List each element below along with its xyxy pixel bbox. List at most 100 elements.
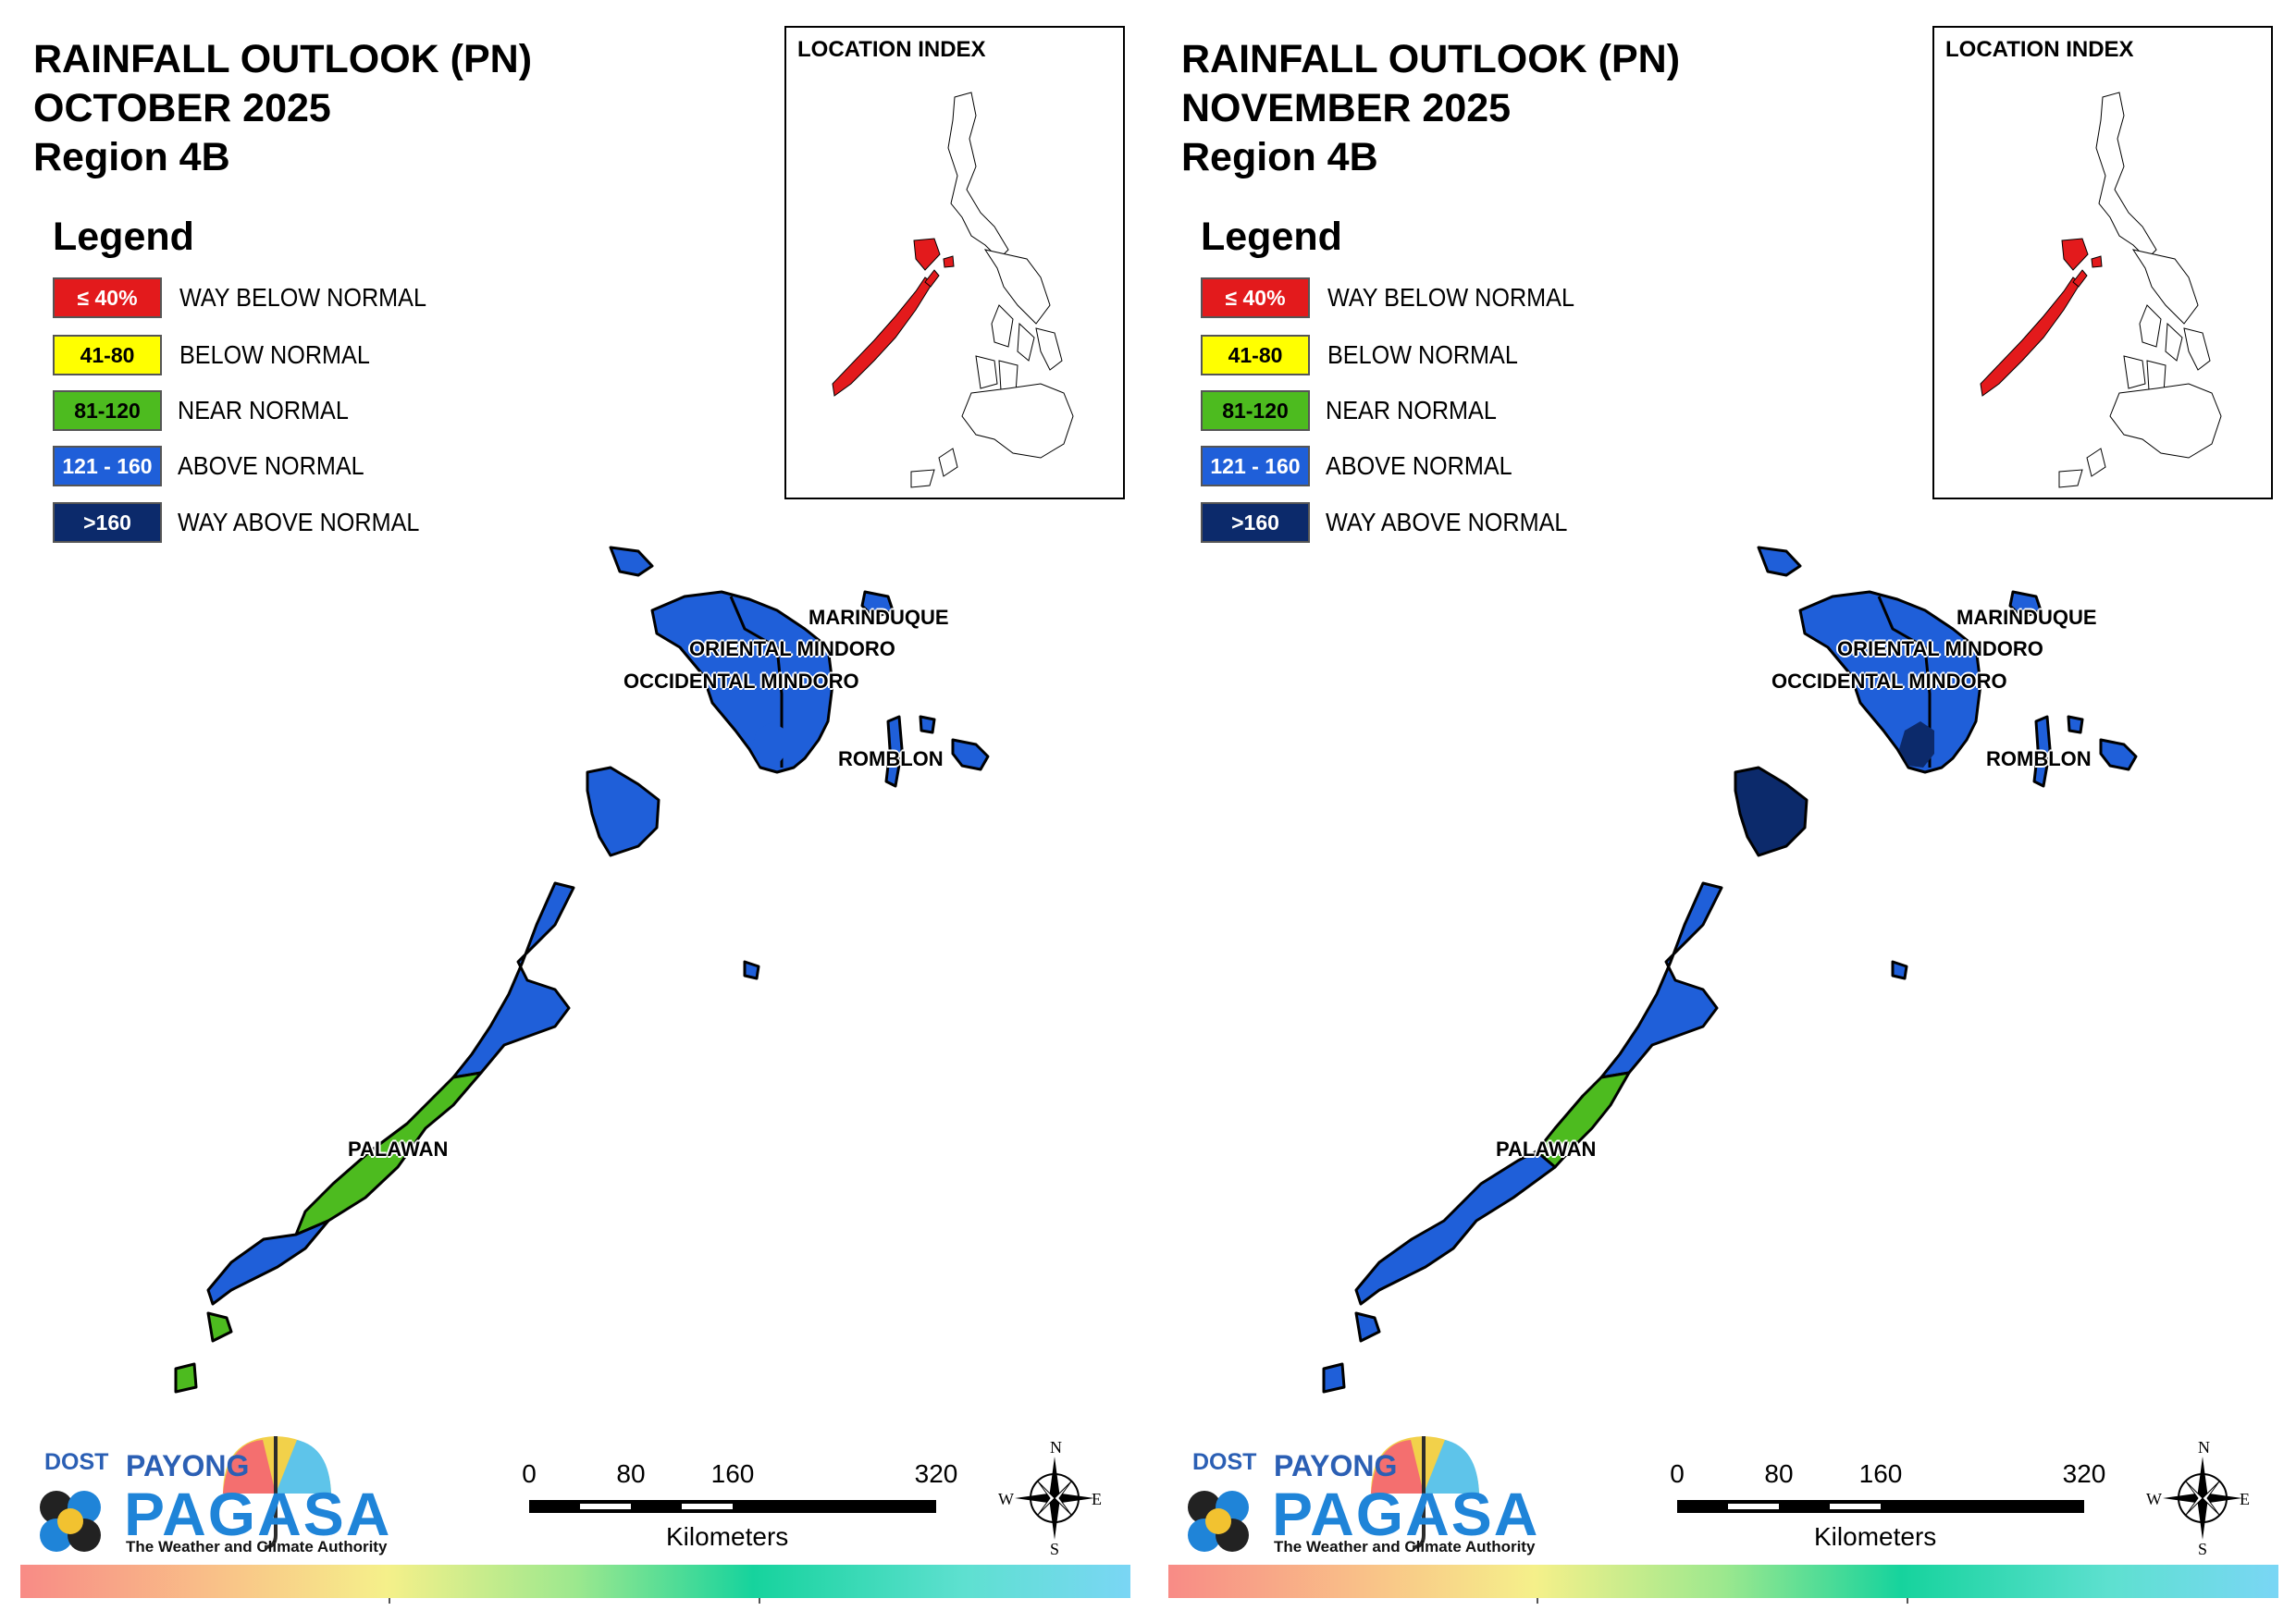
inset-title: LOCATION INDEX bbox=[1945, 37, 2134, 62]
north-arrow-icon: N S E W bbox=[998, 1438, 1105, 1558]
scale-tick: 80 bbox=[616, 1459, 646, 1488]
dost-label: DOST bbox=[1192, 1449, 1257, 1475]
scale-tick: 80 bbox=[1764, 1459, 1794, 1488]
legend-label: BELOW NORMAL bbox=[1327, 340, 1518, 369]
label-palawan: PALAWAN bbox=[348, 1137, 449, 1161]
romblon-sibuyan bbox=[2099, 738, 2138, 771]
label-occidental-mindoro: OCCIDENTAL MINDORO bbox=[623, 670, 859, 693]
outlook-panel-november: RAINFALL OUTLOOK (PN) NOVEMBER 2025 Regi… bbox=[1148, 0, 2296, 1623]
label-occidental-mindoro: OCCIDENTAL MINDORO bbox=[1771, 670, 2007, 693]
tagline: The Weather and Climate Authority bbox=[1274, 1538, 1536, 1555]
calamian-islands bbox=[1734, 766, 1808, 857]
umbrella-icon bbox=[40, 1436, 331, 1552]
mindoro-island bbox=[650, 590, 834, 774]
location-index-inset: LOCATION INDEX bbox=[784, 26, 1125, 499]
location-index-inset: LOCATION INDEX bbox=[1932, 26, 2273, 499]
scale-bar-graphic bbox=[529, 1500, 936, 1513]
legend-swatch: 121 - 160 bbox=[1201, 446, 1310, 486]
scale-tick: 0 bbox=[1670, 1459, 1685, 1488]
compass-e: E bbox=[1092, 1490, 1102, 1508]
legend-heading: Legend bbox=[53, 215, 194, 259]
legend-label: WAY ABOVE NORMAL bbox=[178, 508, 420, 536]
romblon-small bbox=[919, 715, 936, 734]
tagline: The Weather and Climate Authority bbox=[126, 1538, 388, 1555]
north-arrow-icon: N S E W bbox=[2146, 1438, 2253, 1558]
cuyo-island bbox=[743, 960, 760, 980]
legend-swatch: >160 bbox=[53, 502, 162, 543]
legend-label: ABOVE NORMAL bbox=[1326, 451, 1512, 480]
mindoro-boundary bbox=[1877, 596, 1932, 768]
palawan-north bbox=[1599, 881, 1723, 1079]
title-line-3: Region 4B bbox=[1181, 135, 1378, 179]
gradient-ticks bbox=[1168, 1598, 2278, 1605]
map-title: RAINFALL OUTLOOK (PN) NOVEMBER 2025 Regi… bbox=[1181, 35, 1680, 182]
legend-label: BELOW NORMAL bbox=[179, 340, 370, 369]
palawan-north bbox=[451, 881, 575, 1079]
compass-e: E bbox=[2240, 1490, 2250, 1508]
palawan-sw-tip bbox=[206, 1311, 233, 1343]
gradient-ticks bbox=[20, 1598, 1130, 1605]
marinduque-island bbox=[2008, 590, 2043, 620]
pagasa-label: PAGASA bbox=[124, 1480, 392, 1548]
label-oriental-mindoro: ORIENTAL MINDORO bbox=[689, 637, 895, 660]
payong-label: PAYONG bbox=[1274, 1449, 1398, 1482]
label-palawan: PALAWAN bbox=[1496, 1137, 1597, 1161]
palawan-sw-tip bbox=[1354, 1311, 1381, 1343]
title-line-2: NOVEMBER 2025 bbox=[1181, 86, 1512, 130]
legend-heading: Legend bbox=[1201, 215, 1342, 259]
region-4b-map bbox=[174, 546, 990, 1394]
scale-bar: 0 80 160 320 Kilometers bbox=[522, 1459, 957, 1561]
legend-label: NEAR NORMAL bbox=[1326, 396, 1497, 424]
scale-tick: 320 bbox=[2062, 1459, 2106, 1488]
compass-s: S bbox=[1050, 1540, 1060, 1558]
compass-rose-icon bbox=[2163, 1457, 2242, 1540]
scale-tick: 160 bbox=[710, 1459, 755, 1488]
compass-n: N bbox=[2198, 1438, 2210, 1457]
legend-swatch: >160 bbox=[1201, 502, 1310, 543]
pagasa-logo: DOST PAYONG PAGASA The Weather and Clima… bbox=[1181, 1392, 1551, 1568]
cuyo-island bbox=[1891, 960, 1908, 980]
label-oriental-mindoro: ORIENTAL MINDORO bbox=[1837, 637, 2043, 660]
mindoro-island bbox=[1798, 590, 1982, 774]
lubang-island bbox=[609, 546, 654, 577]
lubang-island bbox=[1757, 546, 1802, 577]
compass-w: W bbox=[2146, 1490, 2162, 1508]
balabac-island bbox=[1322, 1362, 1346, 1394]
title-line-2: OCTOBER 2025 bbox=[33, 86, 331, 130]
mindoro-south-zone bbox=[751, 721, 786, 768]
scale-tick: 320 bbox=[914, 1459, 958, 1488]
compass-rose-icon bbox=[1015, 1457, 1094, 1540]
legend: Legend ≤ 40% WAY BELOW NORMAL 41-80 BELO… bbox=[1201, 215, 1574, 543]
legend-label: WAY BELOW NORMAL bbox=[1327, 283, 1574, 312]
color-gradient-bar bbox=[1168, 1565, 2278, 1598]
compass-n: N bbox=[1050, 1438, 1062, 1457]
palawan-south bbox=[206, 1219, 330, 1306]
balabac-island bbox=[174, 1362, 198, 1394]
mindoro-boundary bbox=[729, 596, 784, 768]
calamian-islands bbox=[586, 766, 660, 857]
inset-title: LOCATION INDEX bbox=[797, 37, 986, 62]
payong-label: PAYONG bbox=[126, 1449, 250, 1482]
label-romblon: ROMBLON bbox=[1986, 747, 2092, 770]
title-line-3: Region 4B bbox=[33, 135, 230, 179]
romblon-tablas bbox=[2032, 715, 2052, 788]
philippines-locator-map bbox=[832, 92, 1074, 488]
mindoro-south-zone bbox=[1899, 721, 1934, 768]
legend-swatch: ≤ 40% bbox=[1201, 277, 1310, 318]
label-romblon: ROMBLON bbox=[838, 747, 944, 770]
legend-swatch: 121 - 160 bbox=[53, 446, 162, 486]
title-line-1: RAINFALL OUTLOOK (PN) bbox=[1181, 37, 1681, 81]
philippines-locator-map bbox=[1980, 92, 2222, 488]
marinduque-island bbox=[860, 590, 895, 620]
scale-bar-graphic bbox=[1677, 1500, 2084, 1513]
romblon-tablas bbox=[884, 715, 904, 788]
title-line-1: RAINFALL OUTLOOK (PN) bbox=[33, 37, 533, 81]
label-marinduque: MARINDUQUE bbox=[1957, 606, 2097, 629]
pagasa-label: PAGASA bbox=[1272, 1480, 1540, 1548]
legend-swatch: 41-80 bbox=[1201, 335, 1310, 375]
color-gradient-bar bbox=[20, 1565, 1130, 1598]
legend-swatch: 81-120 bbox=[53, 390, 162, 431]
map-title: RAINFALL OUTLOOK (PN) OCTOBER 2025 Regio… bbox=[33, 35, 532, 182]
palawan-south bbox=[1354, 1150, 1557, 1306]
umbrella-icon bbox=[1188, 1436, 1479, 1552]
